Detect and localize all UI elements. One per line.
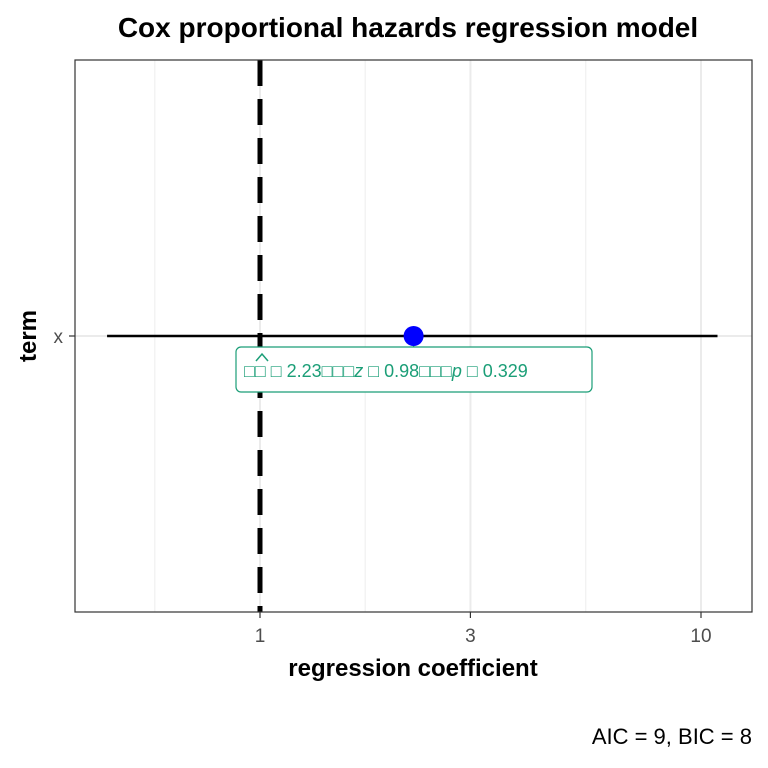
y-tick-label: x	[54, 327, 64, 348]
chart-title: Cox proportional hazards regression mode…	[118, 12, 698, 43]
z-text: □ 0.98□□□	[363, 361, 452, 381]
x-tick-label: 10	[690, 626, 711, 647]
chart-marks: □□ □ 2.23□□□z □ 0.98□□□p □ 0.329	[107, 60, 718, 612]
x-axis-title: regression coefficient	[288, 655, 537, 682]
p-text: □ 0.329	[462, 361, 528, 381]
x-tick-label: 1	[255, 626, 266, 647]
estimate-hat	[255, 352, 269, 362]
estimate-point	[403, 326, 424, 346]
x-tick-label: 3	[465, 626, 476, 647]
y-axis-title: term	[15, 310, 42, 362]
x-axis: 1 3 10	[255, 612, 712, 647]
estimate-text: □□ □ 2.23□□□	[244, 361, 354, 381]
model-fit-caption: AIC = 9, BIC = 8	[592, 724, 752, 749]
p-symbol: p	[451, 361, 462, 381]
y-axis: x	[54, 327, 75, 348]
estimate-label: □□ □ 2.23□□□z □ 0.98□□□p □ 0.329	[244, 361, 528, 381]
z-symbol: z	[353, 361, 363, 381]
